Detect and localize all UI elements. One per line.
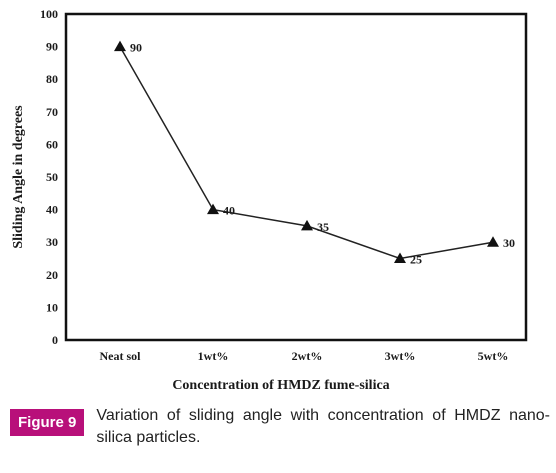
data-point-label: 35 — [317, 220, 329, 234]
y-tick-label: 10 — [46, 300, 58, 314]
data-point-marker — [207, 203, 219, 215]
caption-text: Variation of sliding angle with concentr… — [96, 407, 550, 446]
x-tick-label: 2wt% — [292, 349, 323, 363]
y-axis-ticks: 0 10 20 30 40 50 60 70 80 90 100 — [40, 7, 58, 347]
x-axis-ticks: Neat sol 1wt% 2wt% 3wt% 5wt% — [100, 349, 509, 363]
sliding-angle-chart: 0 10 20 30 40 50 60 70 80 90 100 Neat sol 1wt% 2wt% 3… — [11, 7, 528, 393]
data-point-label: 90 — [130, 41, 142, 55]
y-tick-label: 40 — [46, 203, 58, 217]
y-tick-label: 50 — [46, 170, 58, 184]
x-axis-title: Concentration of HMDZ fume-silica — [172, 378, 389, 393]
y-tick-label: 0 — [52, 333, 58, 347]
y-tick-label: 60 — [46, 137, 58, 151]
y-tick-label: 20 — [46, 268, 58, 282]
data-point-marker — [487, 236, 499, 247]
figure-label: Figure 9 — [10, 409, 85, 436]
data-labels: 90 40 35 25 30 — [130, 41, 515, 267]
x-tick-label: 1wt% — [198, 349, 229, 363]
x-tick-label: 5wt% — [478, 349, 509, 363]
y-tick-label: 100 — [40, 7, 58, 21]
y-tick-label: 30 — [46, 235, 58, 249]
data-markers — [114, 40, 499, 263]
data-point-label: 25 — [410, 253, 422, 267]
figure-caption: Figure 9 Variation of sliding angle with… — [10, 405, 550, 449]
data-point-label: 30 — [503, 236, 515, 250]
plot-frame — [64, 12, 528, 342]
data-point-label: 40 — [223, 204, 235, 218]
y-tick-label: 80 — [46, 72, 58, 86]
data-point-marker — [394, 252, 406, 263]
x-tick-label: 3wt% — [385, 349, 416, 363]
data-point-marker — [114, 40, 126, 52]
data-point-marker — [301, 219, 313, 231]
x-tick-label: Neat sol — [100, 349, 142, 363]
y-tick-label: 90 — [46, 40, 58, 54]
y-axis-title: Sliding Angle in degrees — [11, 105, 26, 249]
y-tick-label: 70 — [46, 105, 58, 119]
